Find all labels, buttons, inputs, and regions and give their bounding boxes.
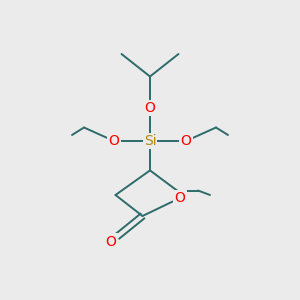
- Text: Si: Si: [144, 134, 156, 148]
- Text: O: O: [175, 191, 185, 205]
- Text: O: O: [106, 235, 116, 248]
- Text: O: O: [145, 101, 155, 115]
- Text: O: O: [181, 134, 191, 148]
- Text: O: O: [109, 134, 119, 148]
